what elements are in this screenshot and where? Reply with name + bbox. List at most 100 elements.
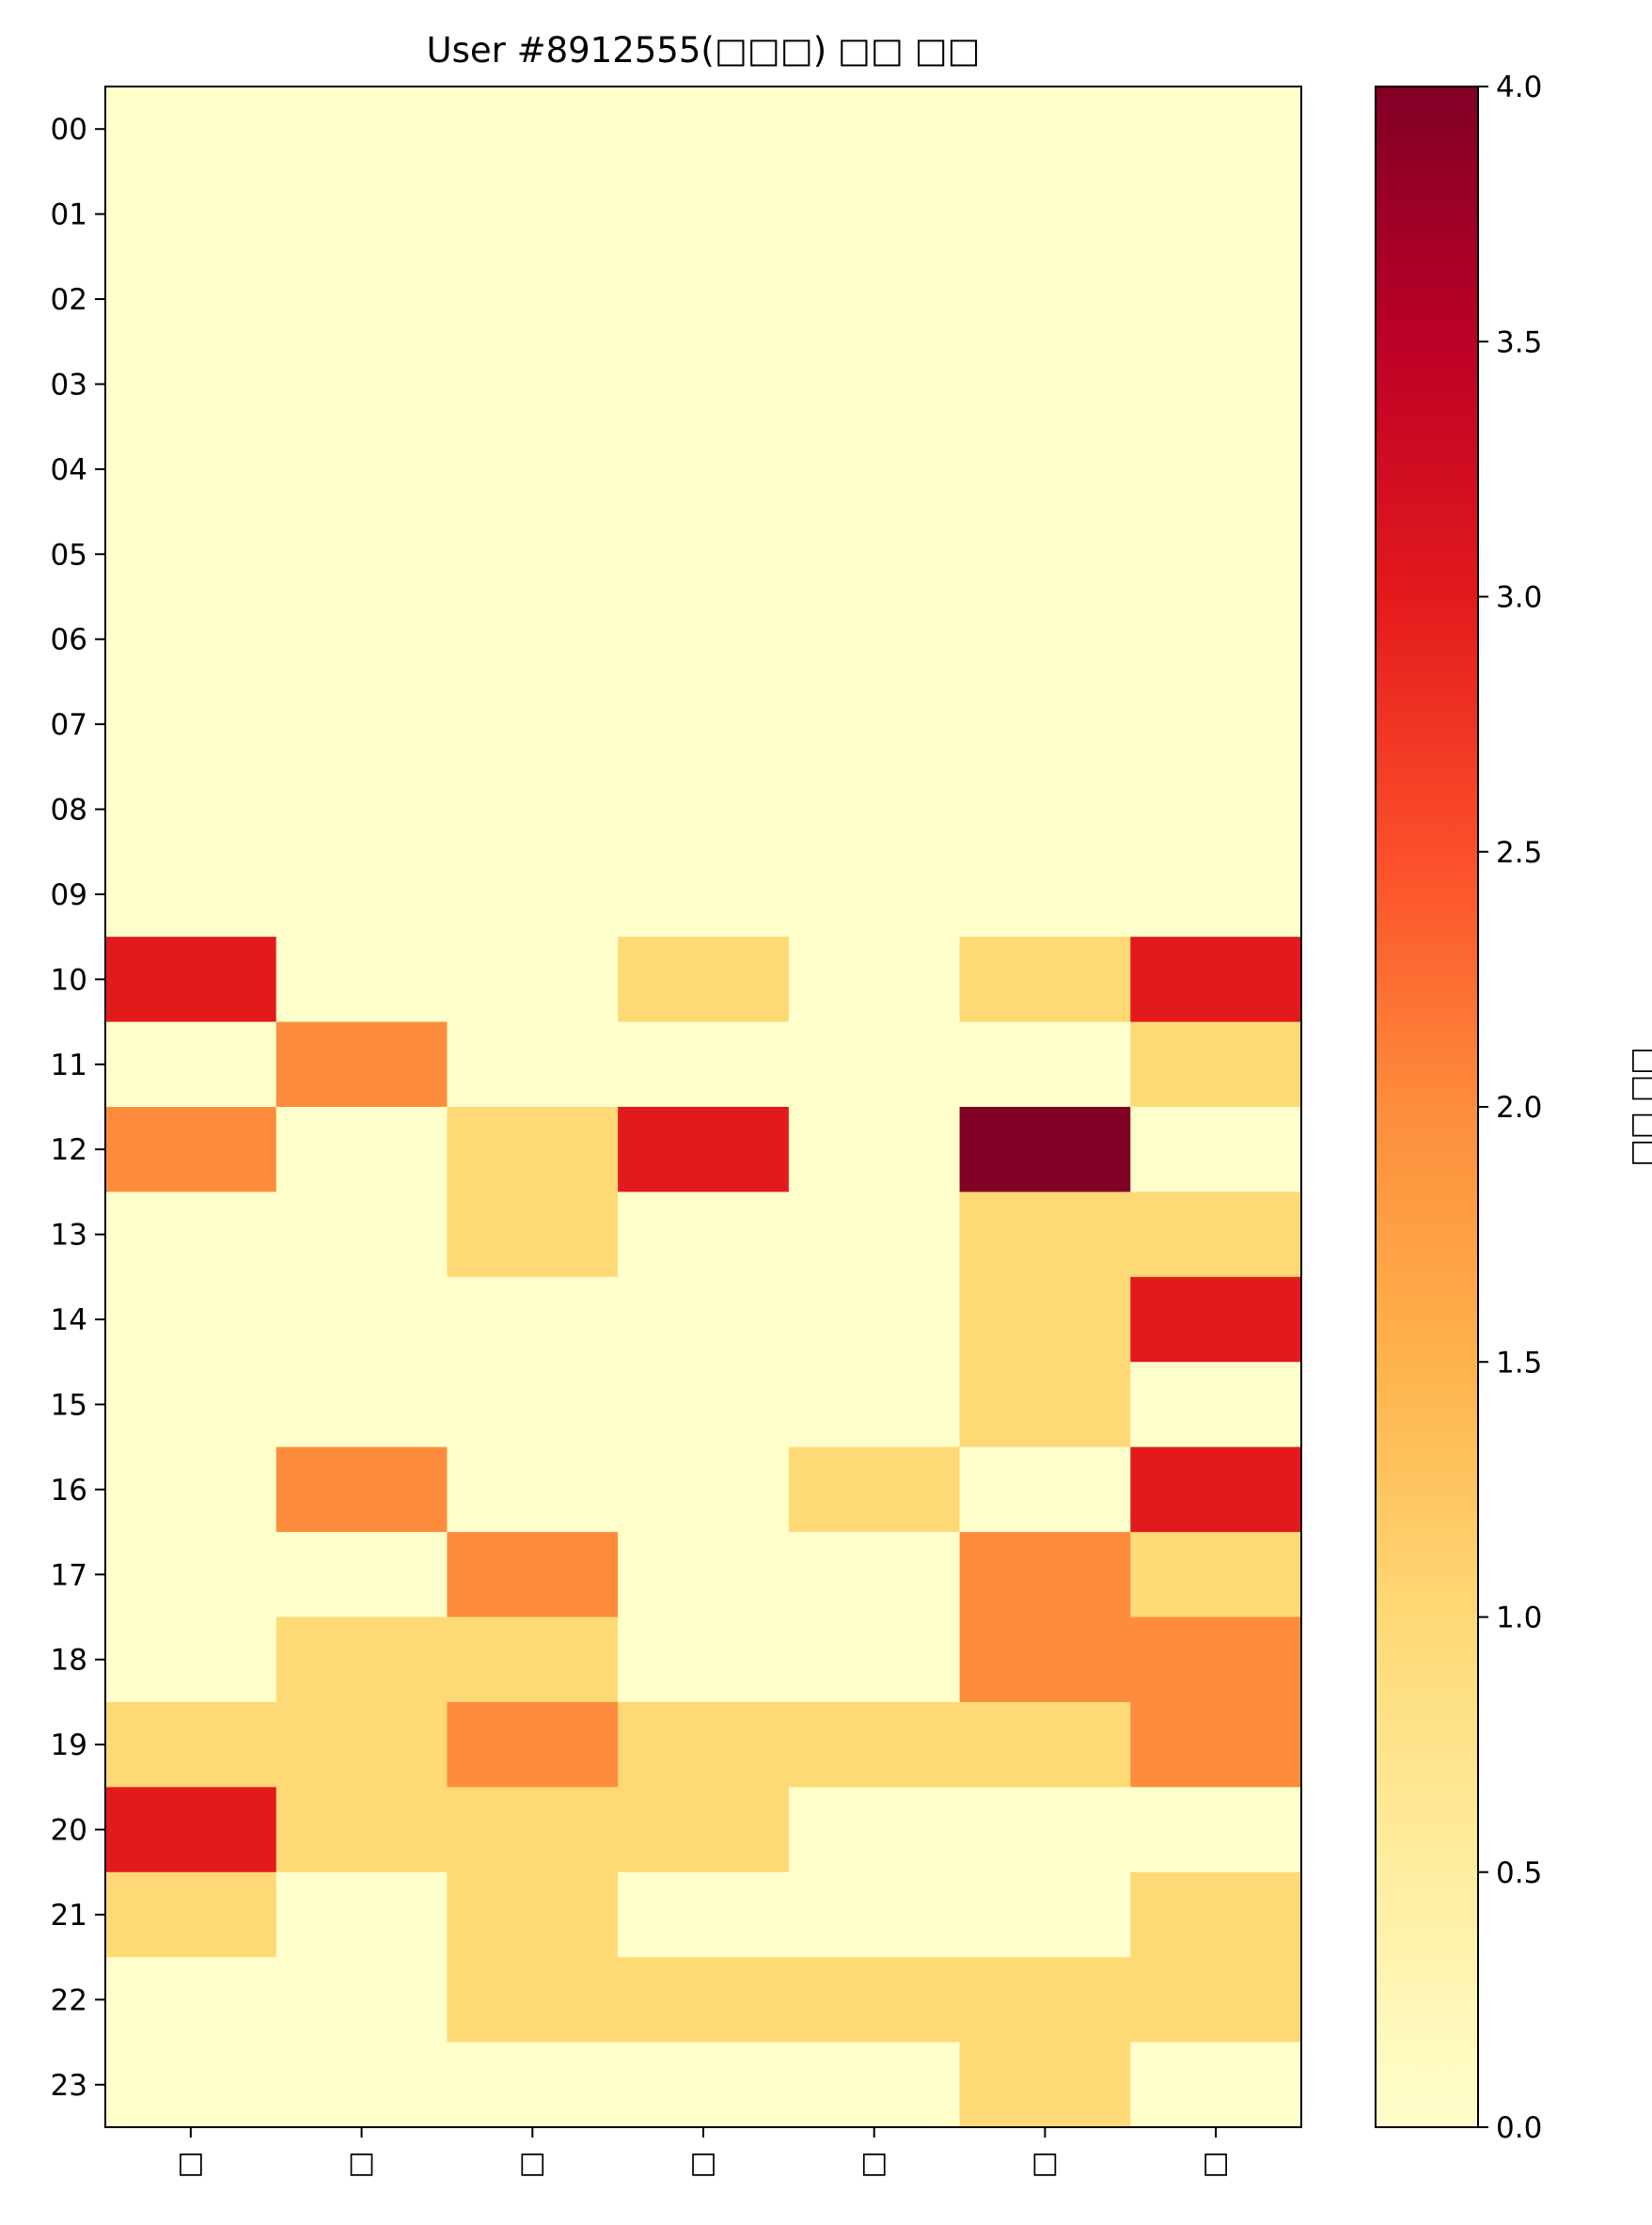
heatmap-cell	[1130, 937, 1302, 1023]
heatmap-cell	[788, 851, 961, 938]
heatmap-cell	[275, 341, 448, 428]
colorbar-label: □□ □□	[1625, 1047, 1652, 1166]
colorbar-tick-label: 3.5	[1496, 325, 1542, 359]
heatmap-cell	[447, 341, 619, 428]
heatmap-cell	[618, 1021, 790, 1108]
heatmap-cell	[275, 766, 448, 853]
y-tick-label: 16	[51, 1474, 87, 1507]
heatmap-cell	[275, 1446, 448, 1533]
heatmap-cell	[618, 1787, 790, 1873]
heatmap-cell	[105, 1701, 277, 1788]
heatmap-cell	[105, 1617, 277, 1703]
heatmap-cell	[1130, 256, 1302, 342]
y-tick-label: 09	[51, 878, 87, 912]
heatmap-cell	[447, 937, 619, 1023]
heatmap-cell	[447, 1701, 619, 1788]
heatmap-cell	[105, 1107, 277, 1192]
x-tick-label: □	[177, 2146, 204, 2180]
heatmap-cell	[105, 1276, 277, 1363]
heatmap-cell	[447, 681, 619, 767]
y-axis: 00 01 02 03 04 05 06 07 08 09 10 11 12 13 14 15 16 17 18 19…	[51, 113, 105, 2103]
heatmap-cell	[275, 87, 448, 172]
heatmap-cell	[959, 851, 1131, 938]
heatmap-cell	[275, 1871, 448, 1958]
y-tick-label: 00	[51, 113, 87, 147]
colorbar-tick-label: 3.0	[1496, 581, 1542, 615]
heatmap-cell	[959, 681, 1131, 767]
heatmap-cell	[788, 1191, 961, 1278]
heatmap-cell	[105, 1191, 277, 1278]
heatmap-cell	[788, 512, 961, 597]
heatmap-cell	[959, 2042, 1131, 2128]
heatmap-cell	[959, 1617, 1131, 1703]
heatmap-cell	[105, 1787, 277, 1873]
heatmap-cell	[959, 1701, 1131, 1788]
colorbar-tick-label: 0.0	[1496, 2111, 1542, 2145]
heatmap-cell	[788, 1957, 961, 2044]
heatmap-cell	[618, 766, 790, 853]
heatmap-cell	[1130, 1871, 1302, 1958]
heatmap-cell	[618, 851, 790, 938]
heatmap-cell	[105, 766, 277, 853]
heatmap-cell	[1130, 2042, 1302, 2128]
heatmap-cell	[1130, 1957, 1302, 2044]
heatmap-cell	[788, 171, 961, 258]
heatmap-cell	[105, 1021, 277, 1108]
x-tick-label: □	[1031, 2146, 1059, 2180]
y-tick-label: 07	[51, 708, 87, 742]
heatmap-cell	[959, 1532, 1131, 1617]
heatmap-cell	[788, 596, 961, 683]
heatmap-cell	[1130, 1617, 1302, 1703]
heatmap-cell	[275, 1787, 448, 1873]
heatmap-cell	[447, 87, 619, 172]
colorbar-ticks: 0.0 0.5 1.0 1.5 2.0 2.5 3.0 3.5 4.0	[1478, 71, 1542, 2145]
heatmap-cell	[618, 1871, 790, 1958]
x-tick-label: □	[519, 2146, 546, 2180]
x-tick-label: □	[860, 2146, 888, 2180]
x-tick-label: □	[689, 2146, 716, 2180]
heatmap-cell	[618, 1276, 790, 1363]
heatmap-cell	[618, 256, 790, 342]
heatmap-cell	[447, 1191, 619, 1278]
heatmap-cell	[105, 171, 277, 258]
heatmap-cell	[275, 1276, 448, 1363]
heatmap-cell	[105, 256, 277, 342]
heatmap-cell	[959, 87, 1131, 172]
heatmap-cell	[788, 87, 961, 172]
heatmap-cell	[447, 766, 619, 853]
y-tick-label: 06	[51, 623, 87, 657]
heatmap-cell	[275, 426, 448, 513]
heatmap-cell	[447, 1532, 619, 1617]
y-tick-label: 01	[51, 198, 87, 232]
heatmap-cell	[275, 1701, 448, 1788]
heatmap-cell	[959, 1446, 1131, 1533]
colorbar-tick-label: 1.0	[1496, 1602, 1542, 1635]
heatmap-cell	[618, 1617, 790, 1703]
heatmap-cell	[105, 1446, 277, 1533]
y-tick-label: 23	[51, 2069, 87, 2103]
heatmap-cell	[618, 1532, 790, 1617]
heatmap-cell	[1130, 1787, 1302, 1873]
heatmap-cell	[275, 596, 448, 683]
heatmap-cell	[788, 1446, 961, 1533]
heatmap-cell	[447, 512, 619, 597]
heatmap-cell	[275, 681, 448, 767]
heatmap-cell	[788, 1532, 961, 1617]
heatmap-cell	[447, 256, 619, 342]
heatmap-cell	[959, 1107, 1131, 1192]
heatmap-cell	[618, 596, 790, 683]
heatmap-cell	[447, 596, 619, 683]
heatmap-cell	[959, 1021, 1131, 1108]
heatmap-cell	[105, 341, 277, 428]
heatmap-cell	[1130, 341, 1302, 428]
y-tick-label: 10	[51, 963, 87, 997]
heatmap-cell	[1130, 596, 1302, 683]
heatmap-cell	[788, 1021, 961, 1108]
y-tick-label: 15	[51, 1388, 87, 1422]
heatmap-cell	[1130, 1191, 1302, 1278]
heatmap-cell	[105, 87, 277, 172]
heatmap-cell	[618, 1107, 790, 1192]
heatmap-cell	[788, 256, 961, 342]
